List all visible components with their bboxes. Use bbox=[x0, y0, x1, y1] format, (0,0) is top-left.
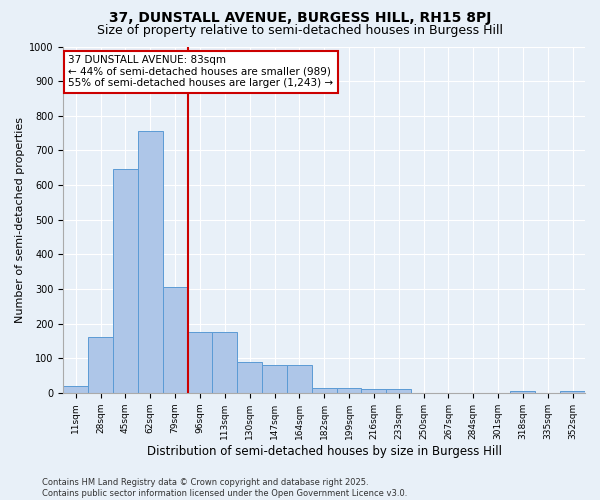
Bar bbox=[337, 388, 361, 393]
Bar bbox=[287, 365, 312, 393]
Bar bbox=[386, 390, 411, 393]
X-axis label: Distribution of semi-detached houses by size in Burgess Hill: Distribution of semi-detached houses by … bbox=[146, 444, 502, 458]
Bar bbox=[560, 391, 585, 393]
Bar bbox=[64, 386, 88, 393]
Bar bbox=[262, 365, 287, 393]
Text: 37 DUNSTALL AVENUE: 83sqm
← 44% of semi-detached houses are smaller (989)
55% of: 37 DUNSTALL AVENUE: 83sqm ← 44% of semi-… bbox=[68, 55, 334, 88]
Y-axis label: Number of semi-detached properties: Number of semi-detached properties bbox=[15, 116, 25, 322]
Bar bbox=[88, 338, 113, 393]
Bar bbox=[138, 132, 163, 393]
Bar bbox=[163, 287, 188, 393]
Text: Size of property relative to semi-detached houses in Burgess Hill: Size of property relative to semi-detach… bbox=[97, 24, 503, 37]
Text: 37, DUNSTALL AVENUE, BURGESS HILL, RH15 8PJ: 37, DUNSTALL AVENUE, BURGESS HILL, RH15 … bbox=[109, 11, 491, 25]
Bar bbox=[361, 390, 386, 393]
Bar bbox=[312, 388, 337, 393]
Bar bbox=[188, 332, 212, 393]
Bar bbox=[237, 362, 262, 393]
Bar bbox=[511, 391, 535, 393]
Bar bbox=[113, 170, 138, 393]
Bar bbox=[212, 332, 237, 393]
Text: Contains HM Land Registry data © Crown copyright and database right 2025.
Contai: Contains HM Land Registry data © Crown c… bbox=[42, 478, 407, 498]
